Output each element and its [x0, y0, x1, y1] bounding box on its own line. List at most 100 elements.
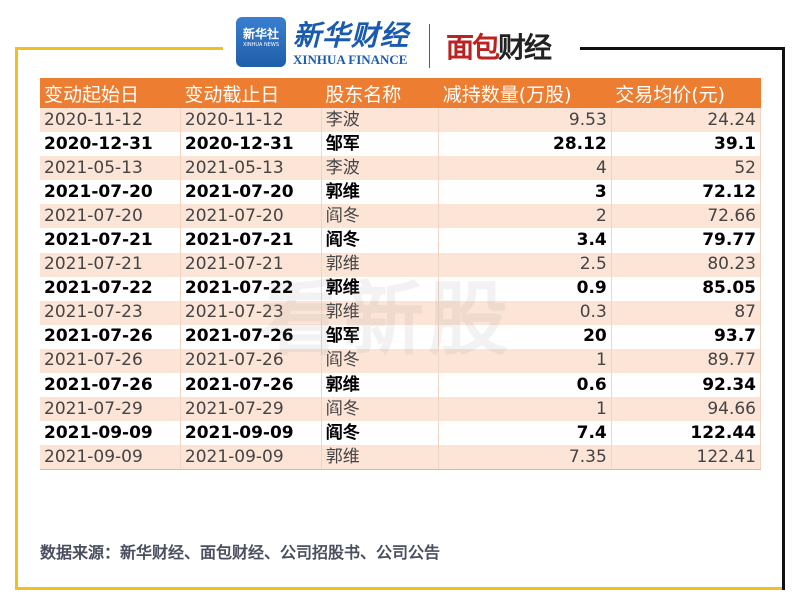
start-date-cell: 2021-07-21 — [40, 228, 181, 253]
table-row: 2021-07-23 2021-07-23 郭维 0.3 87 — [40, 300, 762, 325]
avg-price-cell: 79.77 — [611, 228, 762, 253]
avg-price-cell: 87 — [611, 300, 762, 325]
quantity-cell: 7.35 — [438, 445, 612, 471]
shareholder-cell: 郭维 — [321, 276, 440, 301]
xinhua-news-logo-en: XINHUA NEWS — [242, 42, 280, 48]
table-row: 2021-07-26 2021-07-26 阎冬 1 89.77 — [40, 348, 762, 374]
xinhua-finance-logo-en: XINHUA FINANCE — [293, 52, 408, 67]
quantity-cell: 7.4 — [438, 421, 612, 446]
quantity-cell: 4 — [438, 156, 612, 181]
start-date-cell: 2021-07-20 — [40, 180, 181, 205]
start-date-cell: 2021-07-20 — [40, 204, 181, 229]
column-header: 变动截止日 — [180, 78, 322, 108]
start-date-cell: 2021-07-21 — [40, 252, 181, 277]
shareholder-cell: 阎冬 — [321, 397, 440, 422]
end-date-cell: 2021-07-26 — [180, 348, 322, 374]
end-date-cell: 2021-09-09 — [180, 421, 322, 446]
quantity-cell: 3 — [438, 180, 612, 205]
start-date-cell: 2021-09-09 — [40, 421, 181, 446]
start-date-cell: 2021-07-26 — [40, 373, 181, 398]
shareholder-cell: 郭维 — [321, 180, 440, 205]
quantity-cell: 3.4 — [438, 228, 612, 253]
xinhua-news-logo: 新华社 XINHUA NEWS — [236, 17, 286, 67]
shareholder-cell: 邹军 — [321, 132, 440, 157]
frame-border-top-right — [580, 47, 785, 50]
shareholder-cell: 李波 — [321, 108, 440, 133]
xinhua-news-logo-text: 新华社 — [242, 27, 279, 41]
quantity-cell: 2.5 — [438, 252, 612, 277]
xinhua-finance-logo-cn: 新华财经 — [293, 19, 410, 52]
mianbao-logo-part1: 面包 — [446, 31, 500, 64]
shareholder-cell: 郭维 — [321, 445, 440, 471]
avg-price-cell: 122.44 — [611, 421, 762, 446]
table-row: 2020-12-31 2020-12-31 邹军 28.12 39.1 — [40, 132, 762, 157]
avg-price-cell: 89.77 — [611, 348, 762, 374]
logo-divider — [429, 24, 430, 68]
table-row: 2021-07-21 2021-07-21 阎冬 3.4 79.77 — [40, 228, 762, 253]
end-date-cell: 2021-07-29 — [180, 397, 322, 422]
table-row: 2021-07-20 2021-07-20 郭维 3 72.12 — [40, 180, 762, 205]
quantity-cell: 28.12 — [438, 132, 612, 157]
xinhua-finance-logo: 新华财经 XINHUA FINANCE — [293, 14, 409, 68]
table-row: 2021-07-26 2021-07-26 郭维 0.6 92.34 — [40, 373, 762, 398]
end-date-cell: 2021-07-23 — [180, 300, 322, 325]
avg-price-cell: 24.24 — [611, 108, 762, 133]
column-header: 减持数量(万股) — [438, 78, 612, 108]
mianbao-logo-part2: 财经 — [498, 31, 552, 64]
end-date-cell: 2021-09-09 — [180, 445, 322, 471]
table-row: 2021-07-22 2021-07-22 郭维 0.9 85.05 — [40, 276, 762, 301]
avg-price-cell: 93.7 — [611, 324, 762, 349]
shareholder-cell: 郭维 — [321, 373, 440, 398]
column-header: 股东名称 — [321, 78, 439, 108]
shareholder-cell: 邹军 — [321, 324, 440, 349]
start-date-cell: 2021-05-13 — [40, 156, 181, 181]
shareholder-cell: 阎冬 — [321, 348, 440, 374]
table-header-row: 变动起始日 变动截止日 股东名称 减持数量(万股) 交易均价(元) — [40, 78, 761, 108]
column-header: 交易均价(元) — [611, 78, 761, 108]
avg-price-cell: 72.12 — [611, 180, 762, 205]
end-date-cell: 2021-07-20 — [180, 204, 322, 229]
table-row: 2021-05-13 2021-05-13 李波 4 52 — [40, 156, 762, 181]
end-date-cell: 2021-07-26 — [180, 373, 322, 398]
start-date-cell: 2021-07-22 — [40, 276, 181, 301]
source-note: 数据来源：新华财经、面包财经、公司招股书、公司公告 — [40, 543, 441, 562]
end-date-cell: 2021-07-21 — [180, 228, 322, 253]
end-date-cell: 2021-07-22 — [180, 276, 322, 301]
mianbao-finance-logo: 面包财经 — [446, 26, 552, 66]
avg-price-cell: 39.1 — [611, 132, 762, 157]
frame-border-left — [15, 47, 18, 590]
table-row: 2021-07-29 2021-07-29 阎冬 1 94.66 — [40, 397, 762, 422]
shareholding-reduction-table: 变动起始日 变动截止日 股东名称 减持数量(万股) 交易均价(元) 2020-11-12… — [40, 78, 762, 471]
start-date-cell: 2021-07-29 — [40, 397, 181, 422]
avg-price-cell: 52 — [611, 156, 762, 181]
start-date-cell: 2020-11-12 — [40, 108, 181, 133]
avg-price-cell: 122.41 — [611, 445, 762, 471]
shareholder-cell: 李波 — [321, 156, 440, 181]
start-date-cell: 2021-07-26 — [40, 324, 181, 349]
quantity-cell: 0.3 — [438, 300, 612, 325]
start-date-cell: 2021-07-23 — [40, 300, 181, 325]
table-row: 2021-07-26 2021-07-26 邹军 20 93.7 — [40, 324, 762, 349]
table-row: 2021-07-20 2021-07-20 阎冬 2 72.66 — [40, 204, 762, 229]
end-date-cell: 2021-05-13 — [180, 156, 322, 181]
quantity-cell: 1 — [438, 348, 612, 374]
start-date-cell: 2020-12-31 — [40, 132, 181, 157]
avg-price-cell: 80.23 — [611, 252, 762, 277]
shareholder-cell: 阎冬 — [321, 228, 440, 253]
end-date-cell: 2021-07-21 — [180, 252, 322, 277]
table-row: 2021-07-21 2021-07-21 郭维 2.5 80.23 — [40, 252, 762, 277]
avg-price-cell: 94.66 — [611, 397, 762, 422]
quantity-cell: 0.6 — [438, 373, 612, 398]
shareholder-cell: 郭维 — [321, 252, 440, 277]
frame-border-bottom — [15, 587, 785, 590]
start-date-cell: 2021-07-26 — [40, 348, 181, 374]
table-row: 2020-11-12 2020-11-12 李波 9.53 24.24 — [40, 108, 762, 133]
quantity-cell: 1 — [438, 397, 612, 422]
quantity-cell: 0.9 — [438, 276, 612, 301]
end-date-cell: 2020-12-31 — [180, 132, 322, 157]
quantity-cell: 2 — [438, 204, 612, 229]
end-date-cell: 2021-07-20 — [180, 180, 322, 205]
table-row: 2021-09-09 2021-09-09 郭维 7.35 122.41 — [40, 445, 762, 471]
avg-price-cell: 92.34 — [611, 373, 762, 398]
shareholder-cell: 郭维 — [321, 300, 440, 325]
